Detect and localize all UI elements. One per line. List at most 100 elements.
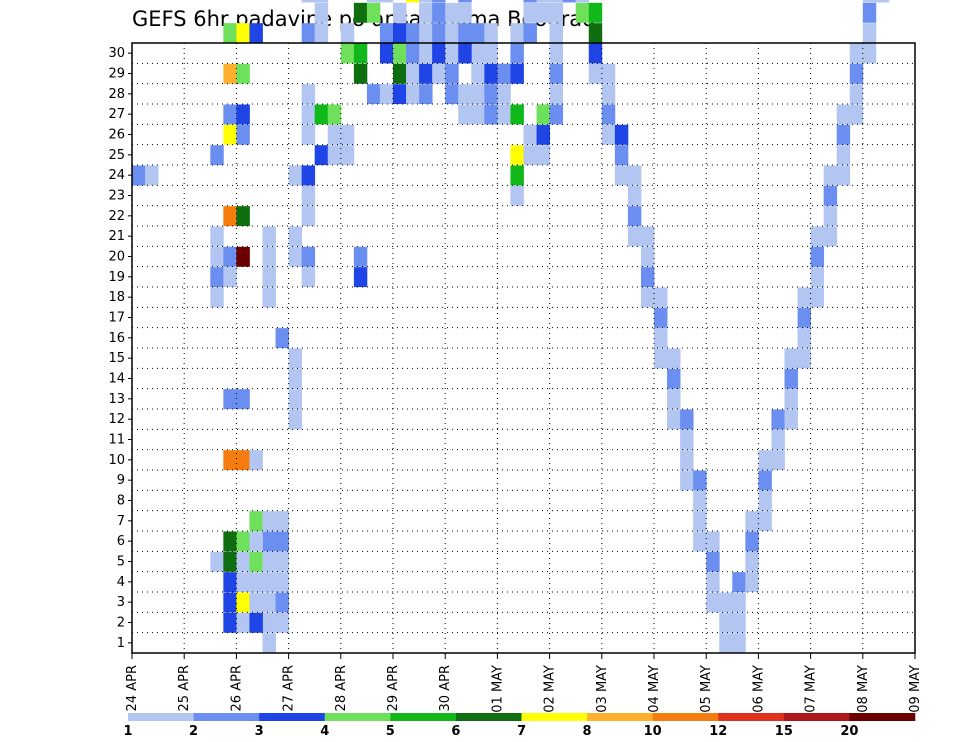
heatmap-cell	[223, 246, 237, 267]
colorbar-label: 3	[255, 724, 264, 739]
heatmap-cell	[719, 612, 733, 633]
y-tick-label: 18	[108, 290, 125, 305]
y-tick-label: 6	[117, 534, 125, 549]
grid	[132, 43, 915, 653]
heatmap-cell	[758, 470, 772, 491]
x-tick-label: 27 APR	[282, 665, 297, 711]
colorbar-label: 5	[386, 724, 395, 739]
heatmap-cell	[706, 572, 720, 593]
heatmap-cell	[262, 551, 276, 572]
heatmap-cell	[314, 145, 329, 166]
heatmap-cell	[523, 124, 537, 145]
y-tick-label: 9	[117, 473, 125, 488]
heatmap-cell	[288, 165, 303, 186]
y-tick-label: 27	[108, 107, 125, 122]
heatmap-cell	[223, 206, 237, 227]
y-tick-label: 3	[117, 595, 125, 610]
x-tick-label: 03 MAY	[595, 665, 610, 713]
heatmap-cell	[680, 409, 694, 430]
heatmap-cells	[132, 0, 890, 654]
heatmap-cell	[301, 206, 316, 227]
heatmap-cell	[458, 23, 472, 44]
heatmap-cell	[797, 328, 811, 349]
heatmap-cell	[484, 63, 498, 84]
heatmap-cell	[745, 572, 759, 593]
heatmap-cell	[745, 531, 759, 552]
colorbar-label: 12	[709, 724, 727, 739]
y-axis: 1234567891011121314151617181920212223242…	[108, 46, 132, 651]
heatmap-cell	[614, 124, 629, 145]
heatmap-cell	[406, 63, 420, 84]
heatmap-cell	[249, 551, 263, 572]
heatmap-cell	[549, 0, 564, 3]
heatmap-cell	[627, 165, 642, 186]
x-tick-label: 24 APR	[125, 665, 140, 711]
heatmap-cell	[236, 23, 250, 44]
heatmap-cell	[810, 226, 825, 247]
heatmap-cell	[784, 368, 798, 389]
heatmap-cell	[432, 23, 446, 44]
heatmap-cell	[314, 104, 329, 125]
heatmap-cell	[210, 287, 224, 308]
heatmap-cell	[497, 104, 511, 125]
colorbar-swatch	[259, 713, 326, 721]
heatmap-cell	[445, 43, 459, 64]
heatmap-cell	[484, 104, 498, 125]
heatmap-cell	[549, 63, 564, 84]
colorbar-label: 15	[775, 724, 793, 739]
heatmap-cell	[223, 63, 237, 84]
y-tick-label: 14	[108, 372, 125, 387]
heatmap-cell	[862, 23, 877, 44]
colorbar-swatch	[324, 713, 391, 721]
heatmap-cell	[262, 612, 276, 633]
heatmap-cell	[210, 267, 224, 288]
heatmap-cell	[601, 84, 616, 105]
heatmap-cell	[301, 267, 316, 288]
heatmap-cell	[353, 246, 368, 267]
heatmap-cell	[379, 0, 394, 3]
heatmap-cell	[223, 572, 237, 593]
colorbar-label: 8	[583, 724, 592, 739]
colorbar-label: 6	[451, 724, 460, 739]
heatmap-cell	[693, 490, 707, 511]
x-tick-label: 25 APR	[177, 665, 192, 711]
heatmap-cell	[523, 2, 537, 23]
y-tick-label: 24	[108, 168, 125, 183]
colorbar-swatch	[193, 713, 260, 721]
heatmap-cell	[471, 43, 485, 64]
heatmap-cell	[771, 429, 785, 450]
heatmap-cell	[262, 511, 276, 532]
heatmap-cell	[210, 246, 224, 267]
heatmap-cell	[236, 389, 250, 410]
heatmap-cell	[393, 2, 407, 23]
heatmap-cell	[406, 43, 420, 64]
heatmap-cell	[393, 23, 407, 44]
heatmap-cell	[484, 84, 498, 105]
heatmap-cell	[210, 551, 224, 572]
heatmap-cell	[719, 633, 733, 654]
heatmap-cell	[601, 124, 616, 145]
heatmap-cell	[314, 0, 329, 3]
colorbar-swatch	[652, 713, 719, 721]
heatmap-cell	[497, 84, 511, 105]
heatmap-cell	[575, 0, 590, 3]
heatmap-cell	[849, 63, 864, 84]
heatmap-cell	[536, 145, 550, 166]
y-tick-label: 13	[108, 392, 125, 407]
heatmap-cell	[484, 43, 498, 64]
heatmap-cell	[745, 511, 759, 532]
heatmap-cell	[510, 185, 524, 206]
colorbar-swatch	[128, 713, 194, 721]
heatmap-cell	[732, 612, 746, 633]
heatmap-cell	[275, 511, 289, 532]
heatmap-cell	[275, 592, 289, 613]
heatmap-cell	[419, 84, 433, 105]
heatmap-cell	[654, 328, 668, 349]
heatmap-cell	[575, 2, 590, 23]
heatmap-cell	[353, 43, 368, 64]
heatmap-cell	[588, 43, 603, 64]
heatmap-cell	[249, 450, 263, 471]
x-tick-label: 04 MAY	[647, 665, 662, 713]
heatmap-cell	[406, 23, 420, 44]
y-tick-label: 22	[108, 209, 125, 224]
